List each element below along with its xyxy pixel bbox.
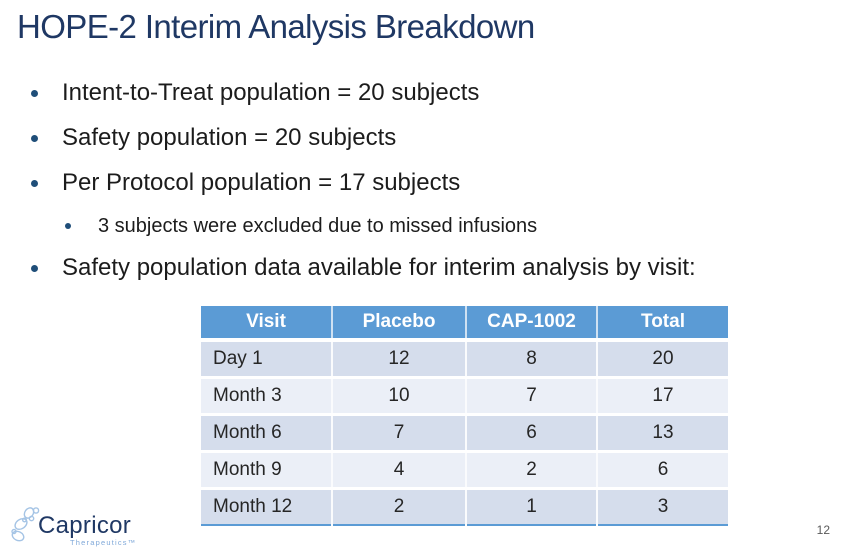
- row-label: Month 9: [201, 451, 332, 489]
- bullet-item-itt: Intent-to-Treat population = 20 subjects: [24, 78, 769, 108]
- logo-subtitle: Therapeutics™: [70, 538, 137, 547]
- table-row: Month 12 2 1 3: [201, 488, 728, 525]
- header-cell-total: Total: [596, 306, 728, 340]
- header-cell-visit: Visit: [201, 306, 332, 340]
- bullet-item-safety: Safety population = 20 subjects: [24, 123, 769, 153]
- page-number: 12: [816, 523, 830, 537]
- bullet-dot-icon: [24, 253, 62, 272]
- page-title: HOPE-2 Interim Analysis Breakdown: [17, 8, 535, 45]
- cell-value: 20: [596, 340, 728, 378]
- row-label: Day 1: [201, 340, 332, 378]
- bullet-dot-icon: [62, 213, 98, 229]
- cell-value: 7: [331, 414, 466, 452]
- cell-value: 6: [465, 414, 597, 452]
- cell-value: 2: [331, 488, 466, 525]
- table-header-row: Visit Placebo CAP-1002 Total: [201, 306, 728, 340]
- bullet-dot-icon: [24, 123, 62, 142]
- cell-value: 3: [596, 488, 728, 525]
- cell-value: 2: [465, 451, 597, 489]
- header-cell-cap-1002: CAP-1002: [465, 306, 597, 340]
- cell-value: 13: [596, 414, 728, 452]
- cell-value: 1: [465, 488, 597, 525]
- table-row: Month 6 7 6 13: [201, 414, 728, 452]
- cell-value: 6: [596, 451, 728, 489]
- bullet-text: Per Protocol population = 17 subjects: [62, 169, 461, 196]
- cell-value: 17: [596, 377, 728, 415]
- bullet-list: Intent-to-Treat population = 20 subjects…: [24, 78, 769, 298]
- bullet-dot-icon: [24, 168, 62, 187]
- cell-value: 12: [331, 340, 466, 378]
- row-label: Month 3: [201, 377, 332, 415]
- visits-table-container: Visit Placebo CAP-1002 Total Day 1 12 8 …: [201, 306, 728, 526]
- capricor-cells-icon: [11, 507, 40, 542]
- visits-table: Visit Placebo CAP-1002 Total Day 1 12 8 …: [201, 306, 728, 526]
- bullet-item-by-visit: Safety population data available for int…: [24, 253, 769, 283]
- header-cell-placebo: Placebo: [331, 306, 466, 340]
- cell-value: 4: [331, 451, 466, 489]
- bullet-dot-icon: [24, 78, 62, 97]
- cell-value: 8: [465, 340, 597, 378]
- logo-text: Capricor Therapeutics™: [38, 512, 137, 548]
- cell-value: 7: [465, 377, 597, 415]
- bullet-text: Intent-to-Treat population = 20 subjects: [62, 79, 480, 106]
- row-label: Month 6: [201, 414, 332, 452]
- bullet-item-excluded: 3 subjects were excluded due to missed i…: [24, 213, 769, 239]
- table-row: Day 1 12 8 20: [201, 340, 728, 378]
- bullet-text: 3 subjects were excluded due to missed i…: [98, 215, 538, 237]
- logo-name: Capricor: [38, 512, 132, 539]
- capricor-logo: Capricor Therapeutics™: [10, 502, 136, 547]
- table-row: Month 9 4 2 6: [201, 451, 728, 489]
- bullet-text: Safety population data available for int…: [62, 254, 696, 281]
- bullet-item-per-protocol: Per Protocol population = 17 subjects: [24, 168, 769, 198]
- row-label: Month 12: [201, 488, 332, 525]
- bullet-text: Safety population = 20 subjects: [62, 124, 397, 151]
- cell-value: 10: [331, 377, 466, 415]
- table-row: Month 3 10 7 17: [201, 377, 728, 415]
